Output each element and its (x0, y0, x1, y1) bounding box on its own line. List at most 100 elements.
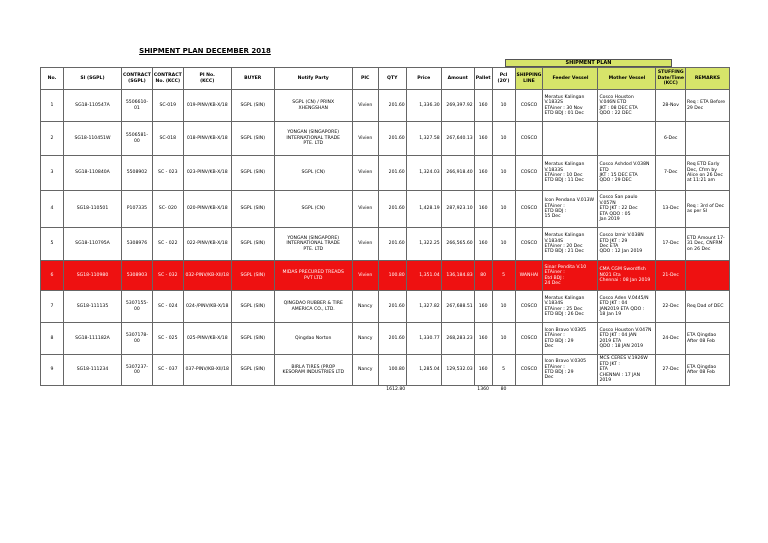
empty-cell (231, 386, 274, 394)
cell: 268,283.23 (440, 322, 475, 355)
cell: COSCO (514, 227, 544, 261)
cell: Vivien (351, 260, 379, 291)
cell: COSCO (514, 290, 544, 323)
cell: Cosco Izmir V.038N ETD JKT : 29 Dec ETA … (597, 227, 657, 261)
cell: 1 (40, 89, 64, 122)
cell: ETA Qingdao After 08 Feb (684, 322, 730, 355)
cell: 5 (40, 227, 64, 261)
column-header: STUFFING Date/Time (KCC) (655, 67, 686, 90)
cell: 201.60 (377, 322, 407, 355)
cell: 22-Dec (655, 290, 686, 323)
cell: 022-PINV/KB-X/18 (182, 227, 232, 261)
column-header: Pallet (473, 67, 493, 90)
cell: 032-PINV/KB-XII/18 (182, 260, 232, 291)
cell: 7 (40, 290, 64, 323)
cell: Cosco Ashdod V.038N ETD JKT : 15 DEC ETA… (597, 155, 657, 191)
cell: 1,327.58 (405, 121, 442, 156)
cell: 129,532.03 (440, 354, 475, 386)
cell: 136,184.83 (440, 260, 475, 291)
cell: SGPL (SIN) (230, 260, 275, 291)
cell: Cosco San paulo V.057N ETD JKT : 22 Dec … (597, 190, 657, 228)
cell: YONGAN (SINGAPORE) INTERNATIONAL TRADE P… (273, 227, 353, 261)
cell: COSCO (514, 121, 544, 156)
column-header: Notify Party (273, 67, 353, 90)
cell: 17-Dec (655, 227, 686, 261)
cell: Meratus Kalingan V.1834S ETAiner : 20 De… (542, 227, 599, 261)
cell: COSCO (514, 190, 544, 228)
data-row: 3 SG18-110840A 5508902 SC - 023 023-PINV/KB-… (40, 155, 730, 191)
total: 1612.80 (386, 387, 406, 393)
totals-row: 1612.80 1360 80 (41, 386, 730, 394)
empty-cell (122, 386, 153, 394)
cell: SGPL (SIN) (230, 155, 275, 191)
cell: SGPL (SIN) (230, 290, 275, 323)
column-header: QTY (377, 67, 407, 90)
cell: 018-PINV/KB-X/18 (182, 121, 232, 156)
cell: 266,918.40 (440, 155, 475, 191)
cell: 10 (491, 89, 516, 122)
cell: Meratus Kalingan V.1833S ETAiner : 10 De… (542, 155, 599, 191)
empty-cell (274, 386, 352, 394)
cell: 201.60 (377, 227, 407, 261)
cell: 10 (491, 190, 516, 228)
cell: SC - 025 (151, 322, 184, 355)
cell: Req : 3rd of Dec as per SI (684, 190, 730, 228)
cell: ETD Amount 17- 31 Dec, CNFRM on 26 Dec (684, 227, 730, 261)
cell: 201.60 (377, 290, 407, 323)
cell: 100.80 (377, 260, 407, 291)
column-header: Mother Vessel (597, 67, 657, 90)
data-row: 5 SG18-110795A 5308976 SC - 022 022-PINV/KB-… (40, 227, 730, 261)
cell: Meratus Kalingan V.1834S ETAiner : 25 De… (542, 290, 599, 323)
cell: 9 (40, 354, 64, 386)
column-header: Price (405, 67, 442, 90)
cell: 6 (40, 260, 64, 291)
data-row: 2 SG18-110451W 5506581-00 SC-018 018-PINV/KB… (40, 121, 730, 156)
cell: SC - 024 (151, 290, 184, 323)
cell: 5 (491, 354, 516, 386)
cell: SC-019 (151, 89, 184, 122)
cell: 023-PINV/KB-X/18 (182, 155, 232, 191)
column-header: No. (40, 67, 64, 90)
cell: SC - 032 (151, 260, 184, 291)
cell: COSCO (514, 155, 544, 191)
cell: Nancy (351, 354, 379, 386)
cell: 201.60 (377, 155, 407, 191)
cell: SG18-110547A (63, 89, 122, 122)
column-header: CONTRACT No. (KCC) (151, 67, 184, 90)
empty-cell (515, 386, 543, 394)
cell: SGPL (CN) / PRINX XHENGSHAN (273, 89, 353, 122)
cell: 160 (473, 290, 493, 323)
data-row: 7 SG18-111135 5307155-00 SC - 024 024-/PINV/… (40, 290, 730, 323)
cell: 28-Nov (655, 89, 686, 122)
cell: 24-Dec (655, 322, 686, 355)
cell: QINGDAO RUBBER & TIRE AMERICA CO., LTD. (273, 290, 353, 323)
data-row: 4 SG18-110501 P107335 SC- 020 020-PINV/KB-X/… (40, 190, 730, 228)
column-header: Amount (440, 67, 475, 90)
cell: 160 (473, 227, 493, 261)
cell: SGPL (CN) (273, 155, 353, 191)
cell: Icon Bravo V.0305 ETAiner : ETD BDJ : 29… (542, 354, 599, 386)
cell: COSCO (514, 89, 544, 122)
column-header: REMARKS (684, 67, 730, 90)
cell: 10 (491, 322, 516, 355)
cell: Icon Bravo V.0305 ETAiner : ETD BDJ : 29… (542, 322, 599, 355)
column-header: SI (SGPL) (63, 67, 122, 90)
cell: 024-/PINV/KB-X/18 (182, 290, 232, 323)
cell: SC - 022 (151, 227, 184, 261)
data-row: 8 SG18-111182A 5307178-00 SC - 025 025-PINV/… (40, 322, 730, 355)
cell: 287,923.10 (440, 190, 475, 228)
total: 80 (500, 387, 507, 393)
cell: 201.60 (377, 190, 407, 228)
cell: Meratus Kalingan V.1832S ETAiner : 30 No… (542, 89, 599, 122)
cell: Icon Pendana V.013W ETAiner : ETD BDJ : … (542, 190, 599, 228)
cell: 160 (473, 155, 493, 191)
cell: SC- 020 (151, 190, 184, 228)
cell: SGPL (CN) (273, 190, 353, 228)
cell: Req Dad of DEC (684, 290, 730, 323)
cell: 10 (491, 290, 516, 323)
cell: SGPL (SIN) (230, 227, 275, 261)
empty-cell (598, 386, 656, 394)
cell (542, 121, 599, 156)
cell: 1,330.77 (405, 322, 442, 355)
